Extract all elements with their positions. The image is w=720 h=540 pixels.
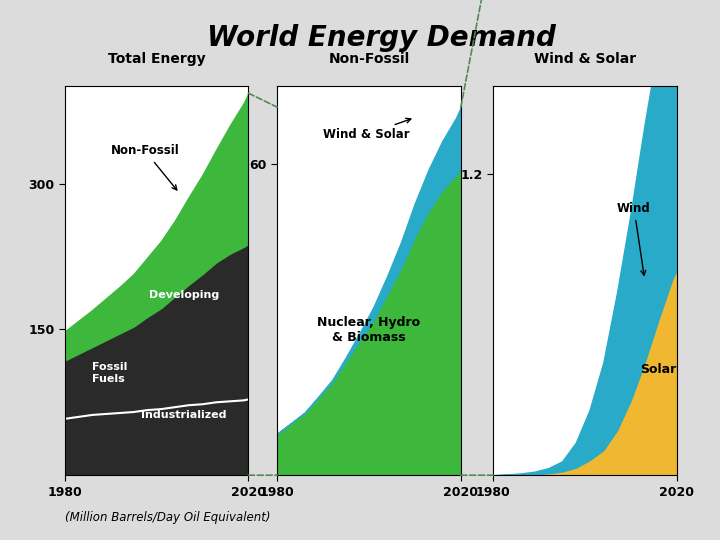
Text: (Million Barrels/Day Oil Equivalent): (Million Barrels/Day Oil Equivalent) — [65, 511, 270, 524]
Text: Fossil
Fuels: Fossil Fuels — [92, 362, 127, 384]
Text: Non-Fossil: Non-Fossil — [111, 144, 179, 190]
Text: Developing: Developing — [149, 291, 220, 300]
Text: Nuclear, Hydro
& Biomass: Nuclear, Hydro & Biomass — [318, 316, 420, 344]
Text: Wind: Wind — [617, 202, 651, 275]
Text: Solar: Solar — [640, 363, 677, 376]
Text: Total Energy: Total Energy — [108, 52, 205, 66]
Text: World Energy Demand: World Energy Demand — [207, 24, 556, 52]
Text: Wind & Solar: Wind & Solar — [534, 52, 636, 66]
Text: Non-Fossil: Non-Fossil — [328, 52, 410, 66]
Text: Wind & Solar: Wind & Solar — [323, 118, 411, 141]
Text: Industrialized: Industrialized — [141, 410, 227, 420]
